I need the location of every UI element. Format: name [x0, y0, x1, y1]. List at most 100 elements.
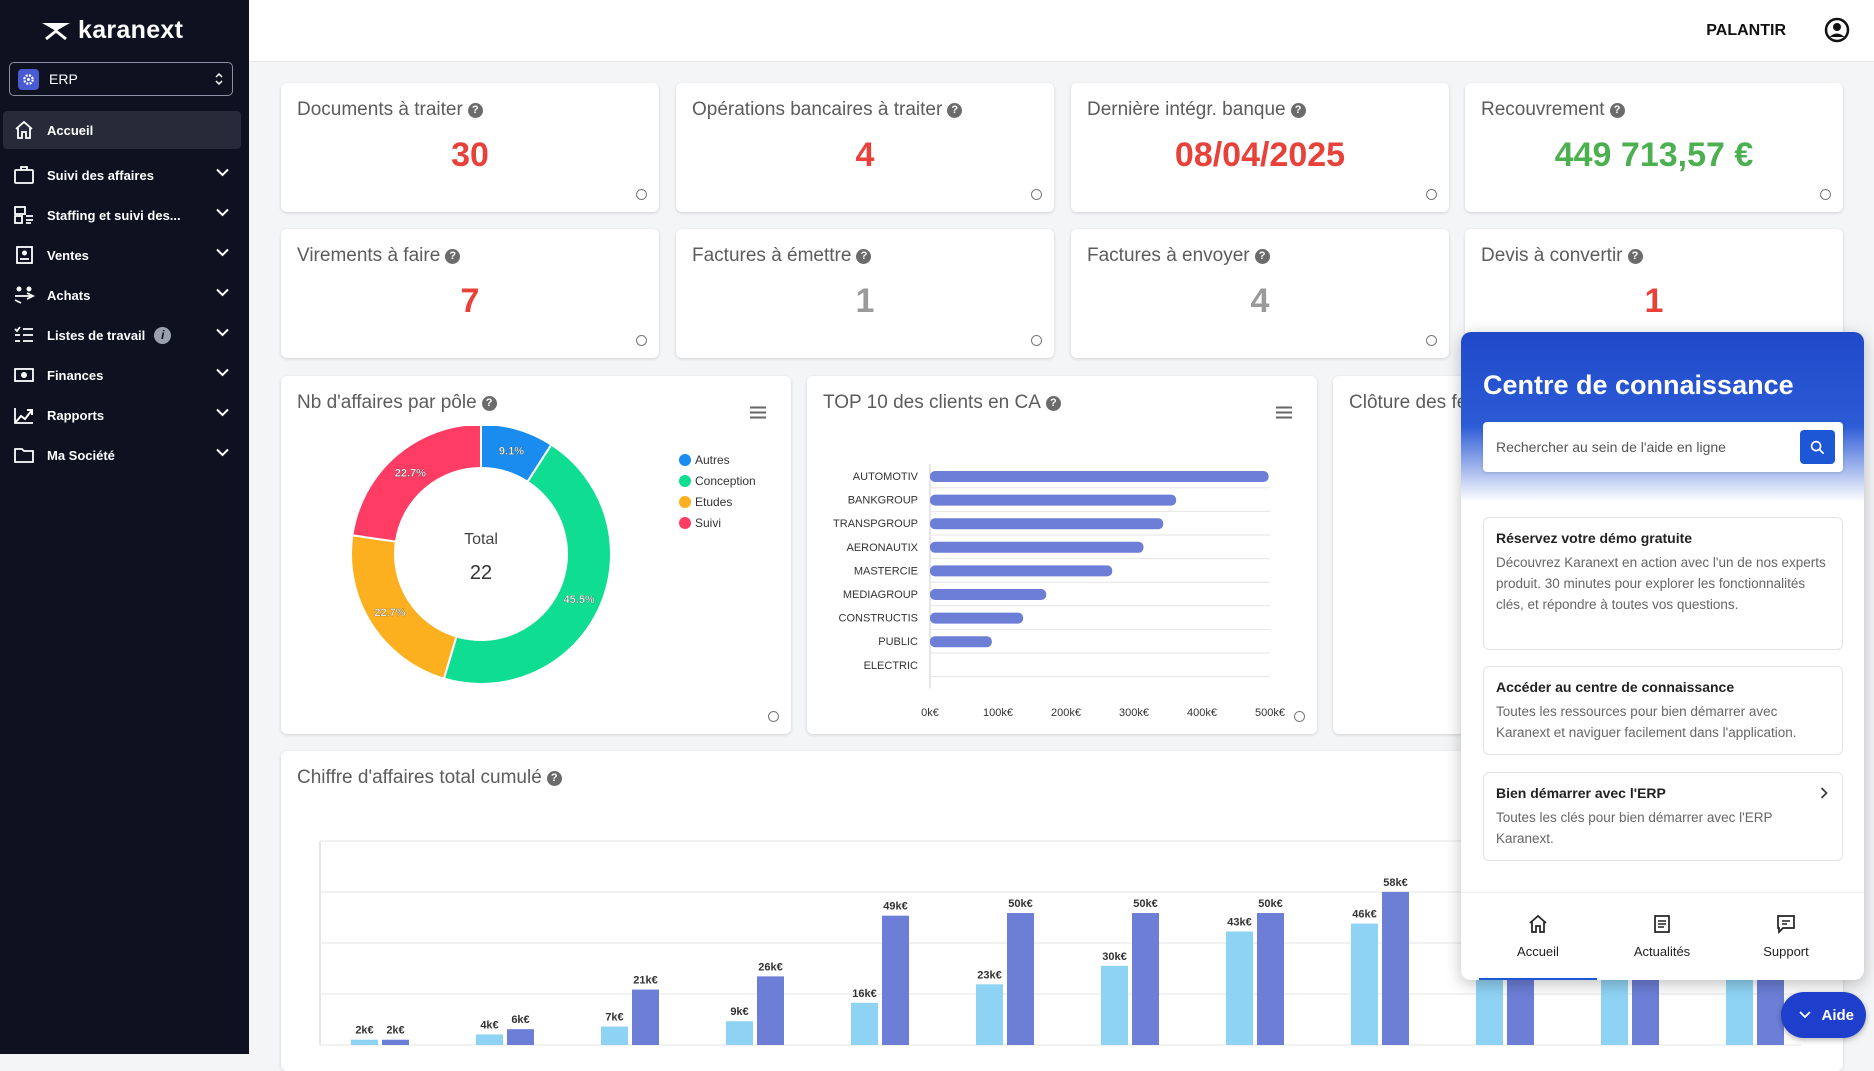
bar-constructis[interactable] [930, 612, 1024, 624]
help-icon[interactable]: ? [445, 248, 461, 264]
legend-label[interactable]: Conception [695, 474, 756, 488]
refresh-icon[interactable] [636, 335, 647, 346]
bar-current[interactable] [632, 989, 659, 1045]
help-icon[interactable]: ? [856, 248, 872, 264]
chevron-down-icon[interactable] [216, 288, 229, 297]
bar-aeronautix[interactable] [930, 541, 1144, 553]
help-icon[interactable]: ? [947, 102, 963, 118]
bar-current[interactable] [507, 1029, 534, 1045]
help-icon[interactable]: ? [1627, 248, 1643, 264]
bar-current[interactable] [1257, 913, 1284, 1045]
sidebar-item-rapports[interactable]: Rapports [3, 396, 241, 434]
category-label: TRANSPGROUP [833, 518, 918, 530]
kpi-card[interactable]: Documents à traiter? 30 [281, 83, 659, 212]
bar-current[interactable] [382, 1039, 409, 1045]
donut-slice-suivi[interactable] [351, 426, 482, 543]
sidebar-item-ma-société[interactable]: Ma Société [3, 436, 241, 474]
sidebar-item-accueil[interactable]: Accueil [3, 111, 241, 149]
legend-label[interactable]: Suivi [695, 516, 721, 530]
kc-card-getting-started[interactable]: Bien démarrer avec l'ERP Toutes les clés… [1483, 772, 1843, 861]
kpi-card[interactable]: Opérations bancaires à traiter? 4 [676, 83, 1054, 212]
refresh-icon[interactable] [1031, 335, 1042, 346]
sidebar-item-staffing-et-suivi-des[interactable]: Staffing et suivi des... [3, 196, 241, 234]
bar-previous[interactable] [601, 1026, 628, 1045]
x-tick-label: 300k€ [1119, 707, 1149, 719]
chevron-down-icon[interactable] [216, 368, 229, 377]
refresh-icon[interactable] [1820, 189, 1831, 200]
donut-slice-conception[interactable] [442, 443, 613, 685]
module-select[interactable]: ERP [9, 62, 233, 96]
user-account-icon[interactable] [1824, 17, 1850, 43]
bar-transpgroup[interactable] [930, 518, 1164, 530]
bar-previous[interactable] [351, 1039, 378, 1045]
sidebar-item-achats[interactable]: Achats [3, 276, 241, 314]
chart-menu-icon[interactable] [750, 406, 766, 419]
sidebar-item-finances[interactable]: Finances [3, 356, 241, 394]
kc-card-knowledge-center[interactable]: Accéder au centre de connaissance Toutes… [1483, 666, 1843, 755]
sidebar-item-suivi-des-affaires[interactable]: Suivi des affaires [3, 156, 241, 194]
legend-label[interactable]: Autres [695, 453, 730, 467]
bar-current[interactable] [757, 976, 784, 1045]
refresh-icon[interactable] [636, 189, 647, 200]
revenue-panel-title: Chiffre d'affaires total cumulé? [297, 767, 562, 789]
help-icon[interactable]: ? [481, 395, 497, 411]
bar-previous[interactable] [976, 984, 1003, 1045]
chevron-down-icon[interactable] [216, 208, 229, 217]
kc-tab-news[interactable]: Actualités [1607, 913, 1717, 959]
help-icon[interactable]: ? [1045, 395, 1061, 411]
kc-tab-home[interactable]: Accueil [1483, 913, 1593, 959]
help-icon[interactable]: ? [1609, 102, 1625, 118]
bar-automotiv[interactable] [930, 471, 1269, 482]
bar-previous[interactable] [851, 1002, 878, 1045]
bar-previous[interactable] [1226, 931, 1253, 1045]
kpi-card[interactable]: Dernière intégr. banque? 08/04/2025 [1071, 83, 1449, 212]
company-name[interactable]: PALANTIR [1706, 22, 1786, 39]
home-icon [1529, 914, 1547, 933]
refresh-icon[interactable] [1031, 189, 1042, 200]
bar-bankgroup[interactable] [930, 494, 1177, 506]
kpi-card[interactable]: Factures à envoyer? 4 [1071, 229, 1449, 358]
refresh-icon[interactable] [1426, 189, 1437, 200]
legend-marker [679, 475, 691, 487]
help-icon[interactable]: ? [467, 102, 483, 118]
bar-mastercie[interactable] [930, 565, 1113, 577]
kc-card-demo[interactable]: Réservez votre démo gratuite Découvrez K… [1483, 517, 1843, 650]
bar-previous[interactable] [1101, 965, 1128, 1045]
aide-button[interactable]: Aide [1781, 992, 1866, 1038]
sidebar-item-ventes[interactable]: Ventes [3, 236, 241, 274]
refresh-icon[interactable] [1294, 711, 1305, 722]
bar-current[interactable] [882, 915, 909, 1045]
help-icon[interactable]: ? [546, 770, 562, 786]
bar-previous[interactable] [726, 1021, 753, 1045]
chevron-down-icon[interactable] [216, 328, 229, 337]
chevron-down-icon[interactable] [216, 408, 229, 417]
legend-label[interactable]: Etudes [695, 495, 732, 509]
kc-tab-support[interactable]: Support [1731, 913, 1841, 959]
chevron-down-icon[interactable] [216, 168, 229, 177]
chevron-down-icon[interactable] [216, 248, 229, 257]
top-clients-panel-title: TOP 10 des clients en CA? [823, 392, 1061, 414]
info-icon[interactable]: i [154, 326, 172, 344]
kpi-card[interactable]: Recouvrement? 449 713,57 € [1465, 83, 1843, 212]
sidebar-item-listes-de-travail[interactable]: Listes de travail i [3, 316, 241, 354]
bar-public[interactable] [930, 636, 992, 648]
refresh-icon[interactable] [1426, 335, 1437, 346]
bar-mediagroup[interactable] [930, 589, 1047, 600]
help-icon[interactable]: ? [1254, 248, 1270, 264]
chart-menu-icon[interactable] [1276, 406, 1292, 419]
kpi-card[interactable]: Factures à émettre? 1 [676, 229, 1054, 358]
bar-current[interactable] [1382, 891, 1409, 1045]
bar-value-label: 2k€ [386, 1025, 404, 1037]
kpi-card[interactable]: Virements à faire? 7 [281, 229, 659, 358]
bar-current[interactable] [1132, 913, 1159, 1045]
bar-previous[interactable] [1351, 923, 1378, 1045]
chevron-down-icon[interactable] [216, 448, 229, 457]
refresh-icon[interactable] [768, 711, 779, 722]
knowledge-search-input[interactable]: Rechercher au sein de l'aide en ligne [1496, 439, 1726, 455]
help-icon[interactable]: ? [1290, 102, 1306, 118]
bar-current[interactable] [1007, 913, 1034, 1045]
bar-previous[interactable] [476, 1034, 503, 1045]
search-button[interactable] [1800, 430, 1835, 464]
knowledge-search-box[interactable]: Rechercher au sein de l'aide en ligne [1483, 422, 1843, 472]
karanext-logo[interactable]: karanext [40, 16, 183, 45]
